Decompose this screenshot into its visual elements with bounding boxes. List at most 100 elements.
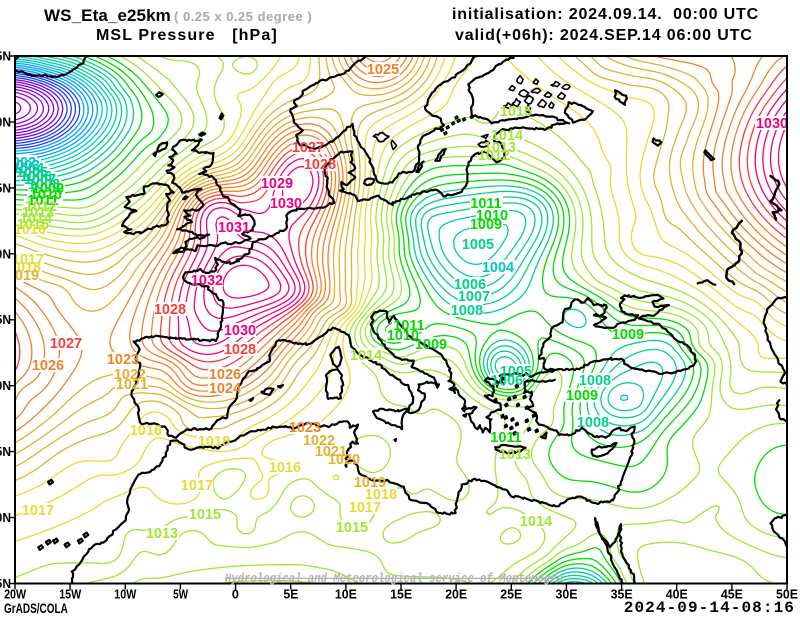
svg-text:1010: 1010: [30, 187, 62, 203]
svg-text:1006: 1006: [20, 169, 52, 185]
svg-text:5W: 5W: [173, 587, 189, 602]
svg-text:1009: 1009: [470, 217, 502, 233]
svg-text:1009: 1009: [415, 337, 447, 353]
svg-text:1018: 1018: [365, 487, 397, 503]
svg-text:50E: 50E: [776, 587, 798, 602]
svg-text:1009: 1009: [566, 388, 598, 404]
svg-text:1013: 1013: [22, 205, 54, 221]
svg-text:1009: 1009: [32, 181, 64, 197]
svg-text:45E: 45E: [721, 587, 743, 602]
svg-text:40N: 40N: [0, 378, 11, 393]
svg-text:10W: 10W: [114, 587, 137, 602]
svg-text:1016: 1016: [130, 423, 162, 439]
svg-text:1032: 1032: [191, 273, 223, 289]
svg-text:1019: 1019: [354, 475, 386, 491]
svg-text:25E: 25E: [500, 587, 522, 602]
svg-text:35N: 35N: [0, 444, 11, 459]
svg-text:1028: 1028: [224, 342, 256, 358]
svg-text:1015: 1015: [336, 520, 368, 536]
svg-text:1017: 1017: [22, 503, 54, 519]
svg-text:1004: 1004: [482, 260, 514, 276]
svg-text:1017: 1017: [12, 252, 44, 268]
svg-text:1013: 1013: [484, 140, 516, 156]
svg-text:1012: 1012: [25, 199, 57, 215]
svg-text:1017: 1017: [181, 478, 213, 494]
svg-text:1025: 1025: [367, 62, 399, 78]
svg-text:1006: 1006: [491, 373, 523, 389]
svg-text:1011: 1011: [393, 318, 424, 334]
svg-text:1027: 1027: [292, 140, 324, 156]
svg-text:1021: 1021: [315, 444, 347, 460]
svg-text:1021: 1021: [116, 377, 148, 393]
svg-text:20E: 20E: [445, 587, 467, 602]
svg-text:15W: 15W: [59, 587, 82, 602]
svg-text:1012: 1012: [478, 148, 510, 164]
svg-text:1006: 1006: [454, 277, 486, 293]
svg-text:1010: 1010: [387, 328, 419, 344]
svg-text:1030: 1030: [224, 323, 256, 339]
svg-text:1026: 1026: [32, 358, 64, 374]
svg-text:1016: 1016: [14, 222, 46, 238]
svg-text:30E: 30E: [556, 587, 578, 602]
svg-text:1028: 1028: [304, 157, 336, 173]
svg-text:1010: 1010: [476, 208, 508, 224]
svg-text:0: 0: [232, 587, 239, 602]
svg-text:1003: 1003: [8, 158, 40, 174]
svg-text:1008: 1008: [28, 177, 60, 193]
svg-text:1019: 1019: [7, 268, 39, 284]
svg-text:1029: 1029: [261, 176, 293, 192]
svg-text:50N: 50N: [0, 246, 11, 261]
svg-text:1027: 1027: [50, 336, 82, 352]
svg-text:1015: 1015: [17, 217, 49, 233]
svg-text:1014: 1014: [491, 128, 523, 144]
svg-text:60N: 60N: [0, 114, 11, 129]
svg-text:1017: 1017: [349, 500, 381, 516]
svg-text:1005: 1005: [500, 364, 532, 380]
svg-text:1024: 1024: [209, 381, 241, 397]
svg-text:1023: 1023: [107, 352, 139, 368]
svg-text:1023: 1023: [289, 420, 321, 436]
svg-text:1008: 1008: [451, 303, 483, 319]
svg-text:1002: 1002: [4, 155, 36, 171]
svg-text:1030: 1030: [756, 116, 788, 132]
svg-text:1014: 1014: [350, 348, 382, 364]
svg-text:5E: 5E: [283, 587, 298, 602]
svg-text:1015: 1015: [189, 507, 221, 523]
svg-text:1008: 1008: [579, 373, 611, 389]
svg-text:1007: 1007: [458, 289, 490, 305]
svg-text:65N: 65N: [0, 49, 11, 64]
svg-text:1022: 1022: [303, 433, 335, 449]
svg-text:1018: 1018: [198, 434, 230, 450]
svg-text:1013: 1013: [499, 447, 531, 463]
svg-text:1013: 1013: [146, 526, 178, 542]
svg-text:45N: 45N: [0, 312, 11, 327]
svg-text:Hydrological and Meteorologica: Hydrological and Meteorological service …: [225, 571, 563, 586]
svg-text:1016: 1016: [269, 460, 301, 476]
svg-text:55N: 55N: [0, 180, 11, 195]
svg-text:30N: 30N: [0, 510, 11, 525]
svg-text:1005: 1005: [16, 165, 48, 181]
svg-text:1026: 1026: [209, 367, 241, 383]
svg-text:1031: 1031: [218, 220, 250, 236]
svg-text:1030: 1030: [270, 196, 302, 212]
svg-text:1005: 1005: [462, 237, 494, 253]
svg-text:1022: 1022: [114, 367, 146, 383]
svg-text:1009: 1009: [612, 327, 644, 343]
svg-text:1018: 1018: [9, 260, 41, 276]
svg-text:1014: 1014: [20, 211, 52, 227]
svg-text:1007: 1007: [24, 172, 56, 188]
svg-text:1008: 1008: [577, 415, 609, 431]
svg-text:25N: 25N: [0, 576, 11, 591]
svg-text:15E: 15E: [390, 587, 412, 602]
svg-text:1011: 1011: [27, 193, 58, 209]
svg-text:1014: 1014: [520, 514, 552, 530]
svg-text:1011: 1011: [470, 196, 501, 212]
svg-text:1004: 1004: [12, 161, 44, 177]
svg-text:40E: 40E: [666, 587, 688, 602]
svg-text:35E: 35E: [611, 587, 633, 602]
svg-text:1028: 1028: [154, 302, 186, 318]
svg-text:10E: 10E: [335, 587, 357, 602]
svg-text:1015: 1015: [500, 104, 532, 120]
svg-text:1011: 1011: [490, 430, 521, 446]
svg-text:20W: 20W: [4, 587, 27, 602]
